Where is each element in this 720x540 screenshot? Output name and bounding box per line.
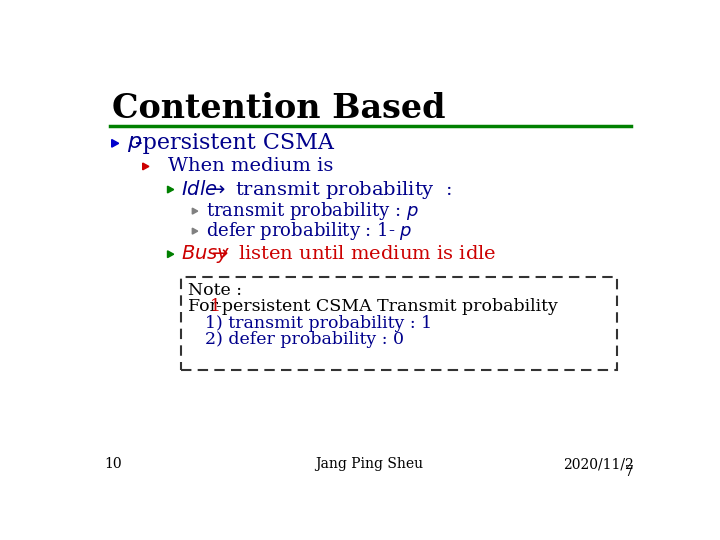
Text: -persistent CSMA Transmit probability: -persistent CSMA Transmit probability xyxy=(216,298,558,315)
Text: $\mathit{Idle}$: $\mathit{Idle}$ xyxy=(181,180,217,199)
Text: $p$: $p$ xyxy=(127,132,143,154)
Text: $\rightarrow$ listen until medium is idle: $\rightarrow$ listen until medium is idl… xyxy=(208,245,496,263)
Polygon shape xyxy=(192,228,198,234)
Polygon shape xyxy=(143,163,149,170)
Text: $\mathit{Busy}$: $\mathit{Busy}$ xyxy=(181,243,230,265)
Polygon shape xyxy=(112,139,119,147)
Text: 1) transmit probability : 1: 1) transmit probability : 1 xyxy=(204,315,432,332)
Text: 1: 1 xyxy=(210,298,221,315)
Text: defer probability : 1- $\mathit{p}$: defer probability : 1- $\mathit{p}$ xyxy=(206,220,413,242)
Text: 2020/11/2: 2020/11/2 xyxy=(563,457,634,471)
Text: 2) defer probability : 0: 2) defer probability : 0 xyxy=(204,331,404,348)
Text: 10: 10 xyxy=(104,457,122,471)
Text: Contention Based: Contention Based xyxy=(112,92,445,125)
Text: For: For xyxy=(188,298,229,315)
Text: 7: 7 xyxy=(625,465,634,479)
Text: Note :: Note : xyxy=(188,282,242,299)
Text: transmit probability : $\mathit{p}$: transmit probability : $\mathit{p}$ xyxy=(206,200,419,222)
Polygon shape xyxy=(168,251,174,258)
Text: Jang Ping Sheu: Jang Ping Sheu xyxy=(315,457,423,471)
Polygon shape xyxy=(192,208,198,214)
Bar xyxy=(181,276,617,370)
Text: -persistent CSMA: -persistent CSMA xyxy=(135,132,334,154)
Text: When medium is: When medium is xyxy=(168,158,333,176)
Text: $\rightarrow$ transmit probability  :: $\rightarrow$ transmit probability : xyxy=(204,179,451,200)
Polygon shape xyxy=(168,186,174,193)
